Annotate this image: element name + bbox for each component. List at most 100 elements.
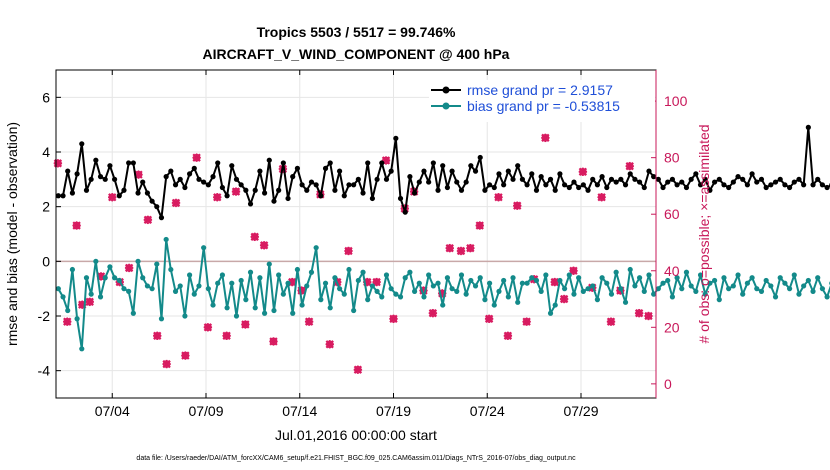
bias-point [318,297,324,303]
rmse-point [679,179,685,185]
bias-point [247,269,254,275]
bias-point [669,294,676,300]
bias-point [196,283,202,289]
bias-point [402,275,408,281]
bias-point [496,288,502,294]
rmse-point [599,174,605,180]
bias-point [458,272,465,278]
bias-point [566,272,572,278]
chart-title-line-1: Tropics 5503 / 5517 = 99.746% [257,24,456,40]
bias-point [116,277,122,284]
rmse-point [421,168,427,174]
chart-title: Tropics 5503 / 5517 = 99.746% AIRCRAFT_V… [203,24,510,62]
rmse-point [140,179,146,185]
rmse-point [543,182,549,188]
right-y-tick-label: 0 [664,376,672,392]
obs-assimilated-point [606,317,616,326]
bias-point [111,275,118,281]
bias-point [79,346,85,352]
obs-assimilated-point [153,331,162,340]
rmse-point [261,190,268,196]
bias-point [126,288,132,294]
bias-point [730,283,736,289]
rmse-point [669,176,676,182]
rmse-point [444,184,451,191]
right-y-axis-ticks: 0 20 40 60 80 100 [651,93,688,392]
bias-point [561,286,568,292]
rmse-point [126,160,132,166]
bias-point [60,294,66,300]
rmse-point [749,171,755,177]
rmse-point [407,174,413,180]
rmse-point [819,182,826,188]
bias-point [280,291,286,297]
bias-point [411,288,418,294]
right-y-tick-label: 60 [664,206,680,222]
rmse-point [430,160,436,166]
bias-point [801,283,807,289]
bias-point [88,291,94,297]
bias-point [660,280,666,286]
rmse-point [721,182,727,188]
bias-point [285,280,291,286]
bias-point [266,261,272,267]
obs-assimilated-point [456,246,466,256]
rmse-point [158,215,165,221]
rmse-point [463,179,469,185]
rmse-point [346,182,352,188]
bias-point [168,266,174,273]
obs-assimilated-point [231,187,241,196]
rmse-point [168,168,174,174]
rmse-point [224,193,230,199]
bias-point [69,266,76,273]
obs-assimilated-point [222,331,231,340]
bias-point [351,307,357,314]
rmse-point [618,176,624,182]
rmse-point [730,179,736,185]
rmse-point [201,179,207,185]
rmse-point [458,187,465,193]
rmse-point [341,193,347,199]
bias-point [529,275,535,281]
rmse-point [538,174,544,180]
rmse-point [449,168,455,174]
bias-point [243,297,249,303]
rmse-point [622,182,629,188]
rmse-point [510,176,516,182]
rmse-point [107,163,113,169]
bias-point [454,288,460,294]
bias-point [336,286,343,292]
obs-assimilated-point [484,314,494,324]
bias-series [55,236,830,352]
legend-rmse-label: rmse grand pr = 2.9157 [467,82,613,98]
bias-point [144,283,151,289]
rmse-point [758,176,765,182]
bias-point [215,280,221,286]
rmse-point [299,182,305,188]
bias-point [397,294,404,300]
bias-point [533,277,540,284]
bias-point [491,302,497,308]
obs-assimilated-point [353,365,363,374]
rmse-point [571,179,577,185]
rmse-point [229,163,235,169]
bias-point [355,277,361,284]
bias-point [665,277,671,284]
rmse-point [271,198,277,204]
bias-point [707,280,713,286]
rmse-point [496,171,502,177]
legend-background [429,80,655,122]
rmse-point [74,171,80,177]
rmse-point [196,176,202,182]
rmse-point [388,168,394,174]
rmse-point [477,154,483,161]
bias-point [440,302,446,308]
rmse-point [665,179,671,185]
bias-point [740,291,746,297]
rmse-point [547,176,554,182]
right-y-tick-label: 80 [664,150,680,166]
rmse-point [796,176,802,182]
rmse-point [69,190,76,196]
rmse-point [740,176,746,182]
x-axis-ticks: 07/04 07/09 07/14 07/19 07/24 07/29 [95,70,599,419]
